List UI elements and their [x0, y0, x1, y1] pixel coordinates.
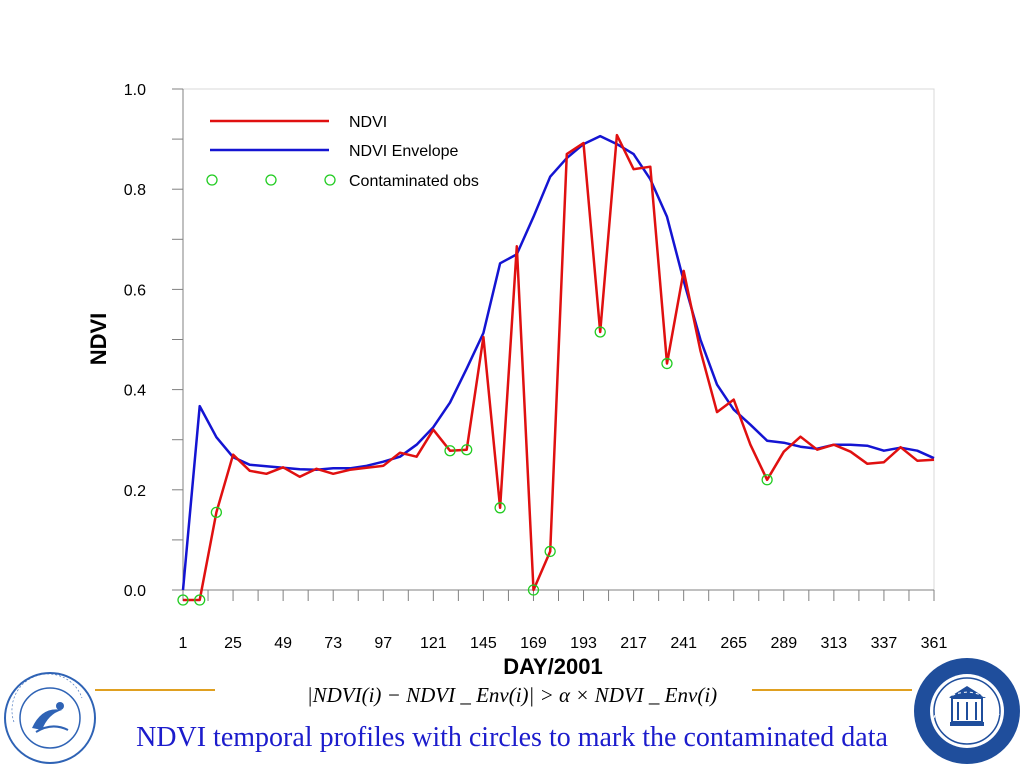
ndvi-line — [183, 133, 935, 602]
legend-contaminated-marker — [324, 174, 336, 186]
x-tick-label: 49 — [274, 635, 292, 652]
university-seal-icon — [914, 658, 1020, 764]
divider-left — [95, 689, 215, 691]
legend-label: NDVI — [349, 114, 387, 131]
contaminated-obs-marker — [661, 357, 673, 370]
y-axis: 0.0 0.2 0.4 0.6 0.8 1.0 — [124, 82, 183, 600]
contaminated-obs-marker — [494, 502, 506, 514]
threshold-formula: |NDVI(i) − NDVI _ Env(i)| > α × NDVI _ E… — [306, 683, 718, 707]
x-tick-label: 193 — [570, 635, 597, 652]
contaminated-obs-marker — [461, 444, 473, 456]
divider-right — [752, 689, 912, 691]
x-tick-label: 337 — [871, 635, 898, 652]
x-tick-label: 121 — [420, 635, 447, 652]
series-layer — [177, 133, 935, 606]
y-tick-label: 0.0 — [124, 583, 146, 600]
x-tick-label: 1 — [179, 635, 188, 652]
x-axis: 1 25 49 73 97 121 145 169 193 217 241 265 289 313 337 3… — [179, 590, 948, 652]
legend-label: NDVI Envelope — [349, 143, 458, 160]
x-tick-label: 73 — [324, 635, 342, 652]
x-tick-label: 313 — [821, 635, 848, 652]
legend: NDVI NDVI Envelope Contaminated obs — [206, 114, 479, 190]
x-tick-label: 97 — [374, 635, 392, 652]
legend-label: Contaminated obs — [349, 173, 479, 190]
contaminated-obs-marker — [210, 506, 223, 518]
contaminated-obs-marker — [594, 326, 606, 338]
ndvi-chart: 0.0 0.2 0.4 0.6 0.8 1.0 1 25 49 73 97 121 145 169 193… — [86, 82, 948, 679]
contaminated-obs-marker — [761, 474, 773, 486]
contaminated-obs-marker — [527, 584, 540, 596]
x-tick-label: 145 — [470, 635, 497, 652]
legend-contaminated-marker — [206, 174, 218, 186]
y-tick-label: 0.2 — [124, 483, 146, 500]
y-tick-label: 0.6 — [124, 282, 146, 299]
x-tick-label: 25 — [224, 635, 242, 652]
slide-caption: NDVI temporal profiles with circles to m… — [136, 722, 888, 753]
contaminated-obs-marker — [544, 545, 556, 558]
legend-contaminated-marker — [265, 174, 277, 186]
contaminated-obs-marker — [194, 594, 206, 606]
x-tick-label: 265 — [720, 635, 747, 652]
x-axis-title: DAY/2001 — [503, 654, 602, 679]
contaminated-obs-marker — [177, 594, 189, 606]
x-tick-label: 289 — [770, 635, 797, 652]
ndvi-envelope-line — [181, 134, 935, 591]
x-tick-label: 169 — [520, 635, 547, 652]
remote-sensing-lab-icon — [4, 672, 96, 764]
y-axis-title: NDVI — [86, 313, 111, 366]
y-tick-label: 0.8 — [124, 182, 146, 199]
y-tick-label: 0.4 — [124, 383, 146, 400]
x-tick-label: 361 — [921, 635, 948, 652]
y-tick-label: 1.0 — [124, 82, 146, 99]
x-tick-label: 217 — [620, 635, 647, 652]
x-tick-label: 241 — [670, 635, 697, 652]
contaminated-obs-marker — [444, 445, 456, 457]
